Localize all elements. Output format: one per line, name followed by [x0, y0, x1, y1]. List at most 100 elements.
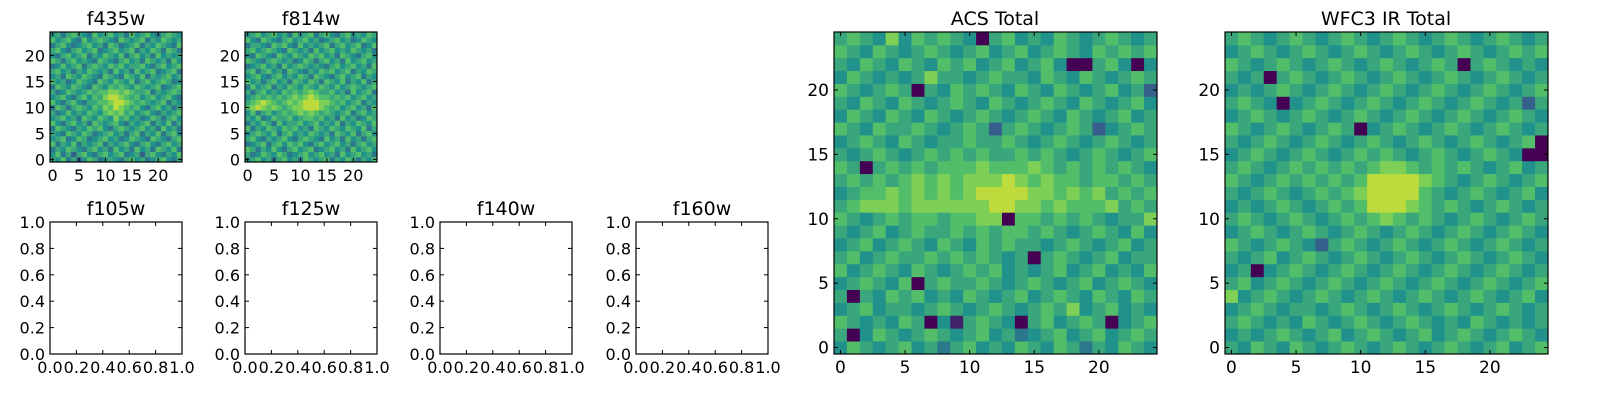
heatmap-cell: [308, 146, 314, 152]
heatmap-cell: [1092, 225, 1105, 238]
y-tick-label: 5: [818, 274, 829, 294]
heatmap-cell: [1496, 251, 1509, 264]
heatmap-cell: [1393, 109, 1406, 122]
heatmap-cell: [963, 328, 976, 341]
y-tick-label: 0: [1209, 339, 1220, 359]
heatmap-cell: [847, 135, 860, 148]
heatmap-cell: [113, 120, 119, 126]
heatmap-cell: [1079, 96, 1092, 109]
heatmap-cell: [1406, 302, 1419, 315]
heatmap-cell: [124, 141, 130, 147]
y-tick-label: 0.2: [606, 319, 631, 338]
heatmap-cell: [50, 120, 56, 126]
heatmap-cell: [76, 68, 82, 74]
heatmap-cell: [989, 302, 1002, 315]
heatmap-cell: [1118, 238, 1131, 251]
x-tick-label: 0.8: [729, 358, 754, 377]
heatmap-cell: [1225, 135, 1238, 148]
heatmap-cell: [324, 63, 330, 69]
heatmap-cell: [937, 32, 950, 45]
heatmap-cell: [113, 48, 119, 54]
heatmap-cell: [1315, 277, 1328, 290]
heatmap-cell: [834, 225, 847, 238]
heatmap-cell: [1015, 109, 1028, 122]
heatmap-cell: [314, 63, 320, 69]
heatmap-cell: [340, 48, 346, 54]
heatmap-cell: [361, 152, 367, 158]
heatmap-cell: [1496, 264, 1509, 277]
heatmap-cell: [1002, 328, 1015, 341]
heatmap-cell: [1277, 238, 1290, 251]
heatmap-cell: [873, 135, 886, 148]
heatmap-cell: [287, 32, 293, 38]
heatmap-cell: [261, 37, 267, 43]
heatmap-cell: [166, 32, 172, 38]
heatmap-cell: [108, 32, 114, 38]
heatmap-cell: [1277, 174, 1290, 187]
heatmap-cell: [1251, 277, 1264, 290]
heatmap-cell: [1028, 96, 1041, 109]
heatmap-cell: [1406, 277, 1419, 290]
x-tick-label: 5: [1291, 358, 1302, 378]
heatmap-cell: [303, 53, 309, 59]
heatmap-cell: [319, 131, 325, 137]
heatmap-cell: [1251, 238, 1264, 251]
heatmap-cell: [1225, 302, 1238, 315]
heatmap-cell: [1238, 135, 1251, 148]
heatmap-cell: [1251, 32, 1264, 45]
heatmap-cell: [145, 42, 151, 48]
heatmap-cell: [1002, 71, 1015, 84]
heatmap-cell: [912, 238, 925, 251]
heatmap-cell: [55, 42, 61, 48]
heatmap-cell: [166, 58, 172, 64]
panel-title: f160w: [673, 198, 732, 220]
heatmap-cell: [92, 68, 98, 74]
heatmap-cell: [298, 53, 304, 59]
heatmap-cell: [886, 174, 899, 187]
heatmap-cell: [1328, 238, 1341, 251]
heatmap-cell: [134, 58, 140, 64]
heatmap-cell: [293, 48, 299, 54]
heatmap-cell: [55, 131, 61, 137]
heatmap-cell: [1225, 238, 1238, 251]
heatmap-cell: [1483, 264, 1496, 277]
heatmap-cell: [50, 141, 56, 147]
heatmap-cell: [1067, 302, 1080, 315]
heatmap-cell: [92, 32, 98, 38]
heatmap-cell: [899, 96, 912, 109]
heatmap-cell: [329, 37, 335, 43]
heatmap-cell: [129, 146, 135, 152]
heatmap-cell: [1393, 199, 1406, 212]
heatmap-cell: [366, 37, 372, 43]
heatmap-cell: [1341, 135, 1354, 148]
heatmap-cell: [924, 58, 937, 71]
heatmap-cell: [361, 131, 367, 137]
heatmap-cell: [1445, 135, 1458, 148]
heatmap-cell: [1105, 199, 1118, 212]
heatmap-cell: [1328, 212, 1341, 225]
heatmap-cell: [250, 141, 256, 147]
heatmap-cell: [847, 109, 860, 122]
heatmap-cell: [55, 126, 61, 132]
heatmap-cell: [108, 53, 114, 59]
heatmap-cell: [271, 141, 277, 147]
heatmap-cell: [124, 32, 130, 38]
heatmap-cell: [266, 146, 272, 152]
x-tick-label: 0.4: [676, 358, 701, 377]
heatmap-cell: [1015, 315, 1028, 328]
heatmap-cell: [61, 37, 67, 43]
heatmap-cell: [1002, 277, 1015, 290]
heatmap-cell: [282, 126, 288, 132]
heatmap-cell: [989, 135, 1002, 148]
heatmap-cell: [166, 42, 172, 48]
heatmap-cell: [1118, 135, 1131, 148]
heatmap-cell: [963, 251, 976, 264]
heatmap-cell: [1238, 148, 1251, 161]
heatmap-cell: [1432, 251, 1445, 264]
heatmap-cell: [66, 105, 72, 111]
heatmap-cell: [976, 58, 989, 71]
heatmap-cell: [277, 42, 283, 48]
heatmap-cell: [335, 37, 341, 43]
heatmap-cell: [324, 131, 330, 137]
heatmap-cell: [1238, 45, 1251, 58]
